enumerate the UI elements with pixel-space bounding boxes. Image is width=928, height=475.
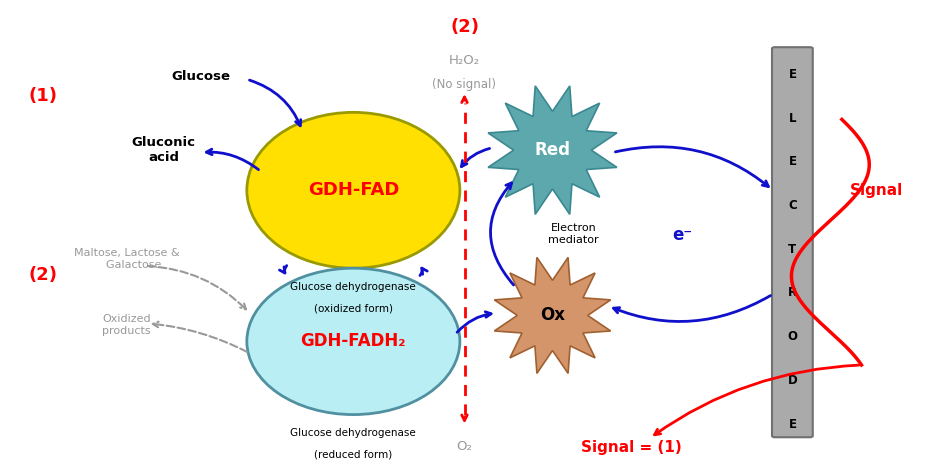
Polygon shape bbox=[487, 86, 616, 214]
Text: (reduced form): (reduced form) bbox=[314, 450, 392, 460]
Polygon shape bbox=[494, 257, 610, 373]
Text: D: D bbox=[787, 374, 796, 387]
Text: (oxidized form): (oxidized form) bbox=[314, 304, 393, 314]
Text: (2): (2) bbox=[29, 266, 58, 284]
Text: L: L bbox=[788, 112, 795, 125]
Text: E: E bbox=[788, 68, 795, 81]
Text: Signal: Signal bbox=[849, 183, 902, 198]
Text: (No signal): (No signal) bbox=[432, 77, 496, 91]
Text: R: R bbox=[787, 286, 796, 299]
Text: Electron
mediator: Electron mediator bbox=[548, 223, 599, 245]
Text: O: O bbox=[787, 330, 796, 343]
FancyBboxPatch shape bbox=[771, 47, 812, 437]
Text: e⁻: e⁻ bbox=[671, 226, 691, 244]
Text: GDH-FADH₂: GDH-FADH₂ bbox=[301, 332, 406, 351]
Text: H₂O₂: H₂O₂ bbox=[448, 54, 480, 67]
Text: Maltose, Lactose &
    Galactose: Maltose, Lactose & Galactose bbox=[73, 248, 179, 269]
Text: C: C bbox=[787, 199, 796, 212]
Ellipse shape bbox=[247, 113, 459, 268]
Ellipse shape bbox=[247, 268, 459, 415]
Text: Glucose: Glucose bbox=[171, 70, 230, 84]
Text: O₂: O₂ bbox=[456, 440, 472, 453]
Text: (2): (2) bbox=[449, 19, 479, 37]
Text: GDH-FAD: GDH-FAD bbox=[307, 181, 399, 200]
Text: Signal = (1): Signal = (1) bbox=[580, 440, 681, 455]
Text: Gluconic
acid: Gluconic acid bbox=[132, 136, 195, 164]
Text: Oxidized
products: Oxidized products bbox=[102, 314, 150, 336]
Text: Ox: Ox bbox=[539, 306, 564, 324]
Text: E: E bbox=[788, 418, 795, 430]
Text: T: T bbox=[788, 243, 795, 256]
Text: Red: Red bbox=[534, 141, 570, 159]
Text: (1): (1) bbox=[29, 87, 58, 105]
Text: Glucose dehydrogenase: Glucose dehydrogenase bbox=[290, 282, 416, 292]
Text: E: E bbox=[788, 155, 795, 169]
Text: Glucose dehydrogenase: Glucose dehydrogenase bbox=[290, 428, 416, 438]
